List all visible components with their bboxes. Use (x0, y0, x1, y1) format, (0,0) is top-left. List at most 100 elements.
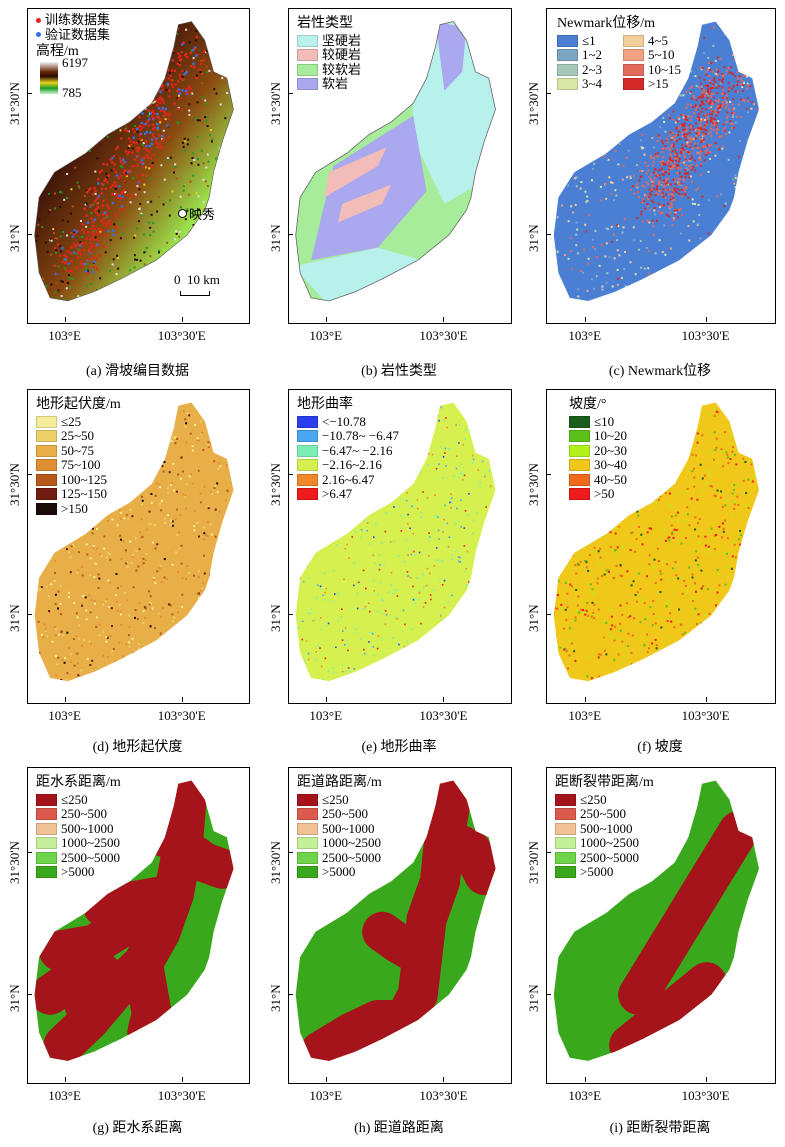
legend: Newmark位移/m ≤1 4~5 1~2 5~10 2~3 10~15 3~4 >15 (557, 16, 689, 92)
legend-swatch (297, 488, 318, 501)
panel-caption: (d) 地形起伏度 (92, 740, 183, 755)
legend-label: 25~50 (61, 428, 95, 443)
y-tick-mark (546, 993, 551, 995)
legend-item: 较软岩 (297, 62, 361, 78)
map-canvas (295, 402, 496, 682)
legend-title: 距断裂带距离/m (555, 775, 654, 790)
legend-title: 距道路距离/m (297, 775, 382, 790)
x-tick-label: 103°30'E (681, 328, 730, 343)
legend-swatch (555, 851, 576, 864)
panel-caption: (a) 滑坡编目数据 (85, 364, 190, 379)
legend-item: 500~1000 (297, 821, 382, 837)
legend-item: 2500~5000 (297, 849, 382, 866)
y-tick-mark (27, 993, 32, 995)
y-tick-mark (27, 852, 32, 854)
y-tick-label: 31°N (268, 984, 283, 1012)
legend-label: >15 (648, 76, 669, 91)
x-tick-mark (443, 697, 445, 702)
legend-item: ≤250 (555, 791, 654, 808)
legend-swatch (555, 822, 576, 835)
x-tick-mark (64, 1077, 66, 1082)
legend-label: ≤10 (594, 413, 615, 429)
x-tick-label: 103°E (568, 1088, 602, 1103)
x-tick-label: 103°E (48, 328, 81, 343)
legend-swatch (36, 808, 57, 821)
map-frame-f: 坡度/° ≤10 10~20 20~30 30~40 40~50 >50 (546, 389, 776, 704)
map-canvas (34, 402, 234, 682)
legend-item: 5~10 (623, 47, 689, 63)
legend-swatch (555, 866, 576, 879)
legend-swatch (36, 430, 57, 443)
legend-label: >5000 (322, 864, 356, 879)
legend-item: 125~150 (36, 486, 121, 502)
legend-label: 2500~5000 (61, 849, 121, 865)
legend-swatch (297, 78, 318, 91)
y-tick-mark (546, 473, 551, 475)
legend-item: 1000~2500 (36, 835, 121, 851)
legend-swatch (297, 459, 318, 472)
x-tick-mark (443, 317, 445, 322)
x-tick-mark (705, 317, 707, 322)
map-frame-a: 训练数据集 验证数据集 高程/m 6197 785 映秀 0 10 km (27, 8, 250, 324)
map-canvas (553, 402, 759, 682)
legend-item: >150 (36, 501, 121, 517)
legend-item: 30~40 (569, 457, 628, 473)
place-label-yingxiu: 映秀 (178, 204, 215, 223)
y-tick-label: 31°N (526, 604, 541, 633)
x-tick-mark (64, 697, 66, 702)
map-frame-g: 距水系距离/m ≤250 250~500 500~1000 1000~2500 2500~… (27, 767, 250, 1084)
x-tick-mark (325, 317, 327, 322)
distance-buffers (609, 811, 759, 1061)
x-tick-mark (705, 1077, 707, 1082)
x-tick-mark (325, 1077, 327, 1082)
legend-label: 250~500 (322, 806, 369, 821)
map-canvas (295, 780, 496, 1061)
map-canvas (295, 21, 496, 302)
legend-label: −6.47~ −2.16 (322, 442, 393, 458)
legend-item: 1~2 (557, 47, 619, 63)
x-tick-label: 103°E (309, 328, 343, 343)
legend-item: >5000 (36, 864, 121, 880)
legend-item: 500~1000 (555, 821, 654, 837)
legend-swatch (557, 34, 578, 47)
legend-label: 30~40 (594, 457, 628, 472)
legend-item: >50 (569, 486, 627, 502)
map-frame-e: 地形曲率 <−10.78 −10.78~ −6.47 −6.47~ −2.16 −2.1… (288, 389, 512, 704)
legend-label: 较硬岩 (322, 47, 362, 62)
y-tick-label: 31°N (526, 224, 541, 253)
legend-item: 验证数据集 (36, 27, 110, 43)
legend-swatch (555, 793, 576, 806)
legend-swatch (623, 78, 644, 91)
legend-label: 5~10 (648, 47, 675, 62)
x-tick-label: 103°30'E (419, 1088, 468, 1103)
legend-item: >15 (623, 76, 689, 92)
y-tick-mark (288, 852, 293, 854)
legend-swatch (36, 822, 57, 835)
legend-label: 1000~2500 (61, 835, 121, 850)
y-tick-label: 31°N (268, 224, 283, 253)
elevation-min: 785 (62, 84, 82, 100)
panel-caption: (b) 岩性类型 (361, 364, 437, 379)
legend-label: 250~500 (61, 806, 108, 821)
legend-item: 75~100 (36, 457, 121, 473)
panel-caption: (e) 地形曲率 (361, 740, 437, 755)
legend-label: ≤250 (580, 791, 607, 807)
legend-item: 2500~5000 (555, 850, 654, 866)
y-tick-label: 31°30'N (7, 81, 22, 125)
x-tick-label: 103°E (48, 1088, 81, 1103)
legend-item: −6.47~ −2.16 (297, 442, 399, 459)
y-tick-mark (288, 92, 293, 94)
legend-label: 40~50 (594, 471, 628, 487)
legend-label: 2500~5000 (322, 849, 382, 865)
legend-swatch (297, 49, 318, 62)
x-tick-mark (181, 697, 183, 702)
legend-swatch (623, 34, 644, 47)
legend-item: 250~500 (36, 806, 121, 822)
y-tick-mark (288, 614, 293, 616)
legend: 训练数据集 验证数据集 高程/m 6197 785 (36, 12, 110, 99)
y-tick-mark (546, 92, 551, 94)
legend-label: 1000~2500 (580, 835, 640, 850)
legend-swatch (569, 459, 590, 472)
panel-caption: (i) 距断裂带距离 (609, 1121, 711, 1136)
legend-label: 软岩 (322, 76, 349, 91)
